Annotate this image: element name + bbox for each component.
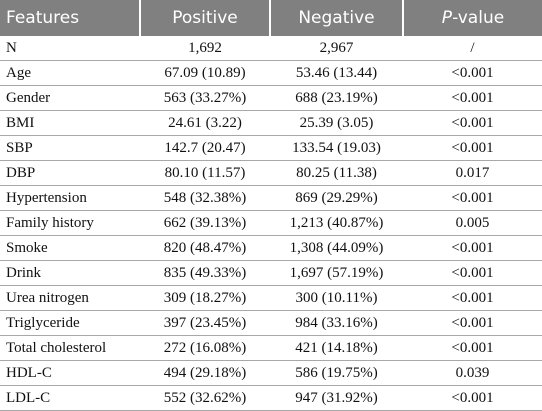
value-cell: 300 (10.11%): [270, 285, 403, 311]
value-cell: <0.001: [403, 85, 542, 111]
value-cell: 835 (49.33%): [140, 260, 270, 286]
value-cell: 1,697 (57.19%): [270, 260, 403, 286]
feature-cell: Total cholesterol: [0, 335, 140, 361]
table-head: Features Positive Negative P-value: [0, 0, 542, 36]
feature-cell: Hypertension: [0, 185, 140, 211]
value-cell: 947 (31.92%): [270, 385, 403, 411]
value-cell: 1,308 (44.09%): [270, 235, 403, 261]
table-row: N 1,692 2,967/: [0, 36, 542, 61]
value-cell: <0.001: [403, 310, 542, 336]
value-cell: 1,213 (40.87%): [270, 210, 403, 236]
feature-cell: LDL-C: [0, 385, 140, 411]
table-row: HDL-C 494 (29.18%) 586 (19.75%) 0.039: [0, 360, 542, 386]
value-cell: 421 (14.18%): [270, 335, 403, 361]
table-row: Urea nitrogen 309 (18.27%) 300 (10.11%) <0.…: [0, 285, 542, 311]
value-cell: 869 (29.29%): [270, 185, 403, 211]
value-cell: 67.09 (10.89): [140, 60, 270, 86]
value-cell: 586 (19.75%): [270, 360, 403, 386]
value-cell: <0.001: [403, 285, 542, 311]
value-cell: <0.001: [403, 60, 542, 86]
header-cell: Features: [0, 0, 140, 36]
value-cell: <0.001: [403, 335, 542, 361]
table-row: Gender 563 (33.27%) 688 (23.19%) <0.001: [0, 85, 542, 111]
value-cell: 820 (48.47%): [140, 235, 270, 261]
value-cell: 53.46 (13.44): [270, 60, 403, 86]
table-row: Age 67.09 (10.89) 53.46 (13.44) <0.001: [0, 60, 542, 86]
feature-cell: SBP: [0, 135, 140, 161]
value-cell: 1,692: [140, 36, 270, 61]
feature-cell: DBP: [0, 160, 140, 186]
value-cell: 688 (23.19%): [270, 85, 403, 111]
value-cell: 0.039: [403, 360, 542, 386]
feature-cell: Gender: [0, 85, 140, 111]
value-cell: 662 (39.13%): [140, 210, 270, 236]
value-cell: 563 (33.27%): [140, 85, 270, 111]
table-row: Hypertension 548 (32.38%) 869 (29.29%) <0.0…: [0, 185, 542, 211]
value-cell: 0.017: [403, 160, 542, 186]
value-cell: 552 (32.62%): [140, 385, 270, 411]
value-cell: 272 (16.08%): [140, 335, 270, 361]
header-row: Features Positive Negative P-value: [0, 0, 542, 36]
value-cell: <0.001: [403, 110, 542, 136]
value-cell: 309 (18.27%): [140, 285, 270, 311]
value-cell: <0.001: [403, 260, 542, 286]
table-row: BMI 24.61 (3.22) 25.39 (3.05) <0.001: [0, 110, 542, 136]
feature-cell: Smoke: [0, 235, 140, 261]
feature-cell: HDL-C: [0, 360, 140, 386]
table-body: N 1,692 2,967/Age 67.09 (10.89) 53.46 (13.44…: [0, 36, 542, 411]
value-cell: <0.001: [403, 185, 542, 211]
table-row: Triglyceride 397 (23.45%) 984 (33.16%) <0.0…: [0, 310, 542, 336]
value-cell: 494 (29.18%): [140, 360, 270, 386]
value-cell: <0.001: [403, 135, 542, 161]
value-cell: 142.7 (20.47): [140, 135, 270, 161]
feature-cell: Triglyceride: [0, 310, 140, 336]
value-cell: 2,967: [270, 36, 403, 61]
header-cell: P-value: [402, 0, 542, 36]
table-row: DBP 80.10 (11.57) 80.25 (11.38) 0.017: [0, 160, 542, 186]
feature-cell: BMI: [0, 110, 140, 136]
value-cell: 133.54 (19.03): [270, 135, 403, 161]
value-cell: <0.001: [403, 385, 542, 411]
value-cell: <0.001: [403, 235, 542, 261]
table-row: LDL-C 552 (32.62%) 947 (31.92%) <0.001: [0, 385, 542, 411]
value-cell: 984 (33.16%): [270, 310, 403, 336]
table-row: Total cholesterol 272 (16.08%) 421 (14.18%…: [0, 335, 542, 361]
value-cell: 548 (32.38%): [140, 185, 270, 211]
table-row: Family history 662 (39.13%) 1,213 (40.87%)…: [0, 210, 542, 236]
header-cell: Negative: [269, 0, 403, 36]
table-row: Drink 835 (49.33%) 1,697 (57.19%) <0.001: [0, 260, 542, 286]
feature-cell: Family history: [0, 210, 140, 236]
value-cell: /: [403, 36, 542, 61]
value-cell: 25.39 (3.05): [270, 110, 403, 136]
table-row: SBP 142.7 (20.47) 133.54 (19.03) <0.001: [0, 135, 542, 161]
feature-cell: N: [0, 36, 140, 61]
value-cell: 0.005: [403, 210, 542, 236]
header-cell: Positive: [139, 0, 270, 36]
feature-cell: Urea nitrogen: [0, 285, 140, 311]
value-cell: 24.61 (3.22): [140, 110, 270, 136]
value-cell: 80.25 (11.38): [270, 160, 403, 186]
feature-cell: Age: [0, 60, 140, 86]
table-row: Smoke 820 (48.47%) 1,308 (44.09%) <0.001: [0, 235, 542, 261]
feature-cell: Drink: [0, 260, 140, 286]
value-cell: 397 (23.45%): [140, 310, 270, 336]
value-cell: 80.10 (11.57): [140, 160, 270, 186]
